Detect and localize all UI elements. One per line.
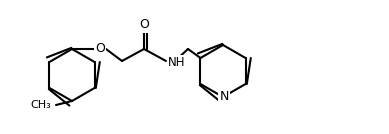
Text: O: O [139,18,149,31]
Text: N: N [219,90,229,103]
Text: NH: NH [168,57,186,70]
Text: O: O [95,42,105,55]
Text: CH₃: CH₃ [30,100,51,110]
